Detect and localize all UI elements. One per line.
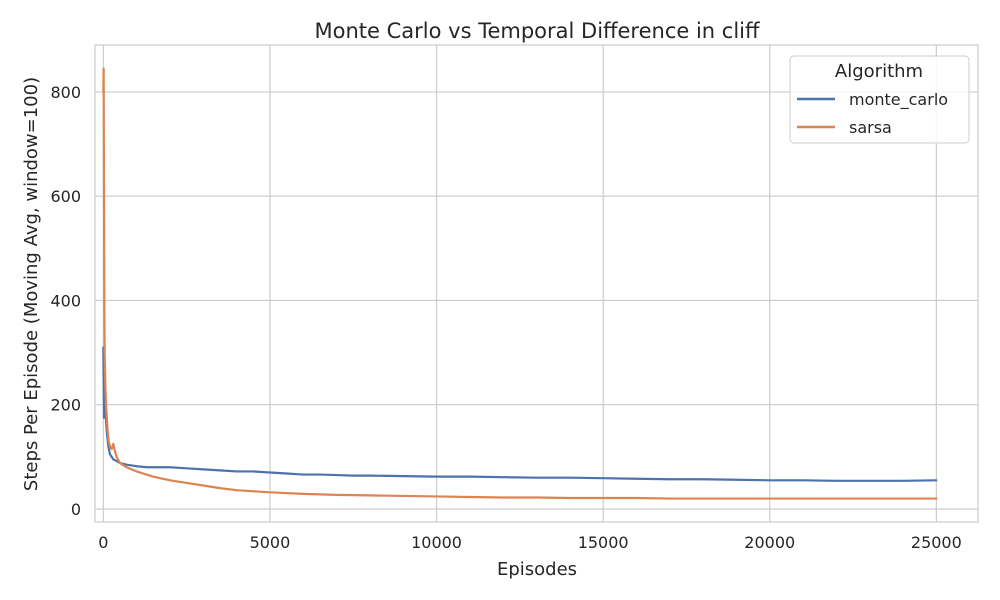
series-line-sarsa	[102, 67, 938, 500]
legend-box	[789, 55, 970, 144]
y-axis-label: Steps Per Episode (Moving Avg, window=10…	[21, 77, 42, 491]
x-tick-label: 25000	[911, 533, 962, 552]
x-tick-label: 15000	[578, 533, 629, 552]
x-tick-labels: 0 5000 10000 15000 20000 25000	[98, 533, 962, 552]
y-tick-labels: 0 200 400 600 800	[50, 83, 81, 519]
y-tick-label: 600	[50, 187, 81, 206]
x-tick-label: 0	[98, 533, 108, 552]
legend-label-monte-carlo: monte_carlo	[849, 90, 948, 110]
y-tick-label: 0	[71, 500, 81, 519]
series-lines	[102, 67, 938, 500]
y-tick-label: 200	[50, 396, 81, 415]
plot-frame	[94, 44, 979, 523]
x-axis-label: Episodes	[497, 559, 577, 580]
x-tick-label: 20000	[744, 533, 795, 552]
legend-label-sarsa: sarsa	[849, 118, 892, 137]
y-tick-label: 800	[50, 83, 81, 102]
x-tick-label: 5000	[250, 533, 291, 552]
legend: Algorithm monte_carlo sarsa	[789, 55, 970, 144]
legend-title: Algorithm	[835, 61, 923, 82]
x-tick-label: 10000	[411, 533, 462, 552]
y-tick-label: 400	[50, 291, 81, 310]
series-line-monte-carlo	[102, 346, 938, 482]
chart-title: Monte Carlo vs Temporal Difference in cl…	[315, 19, 760, 43]
